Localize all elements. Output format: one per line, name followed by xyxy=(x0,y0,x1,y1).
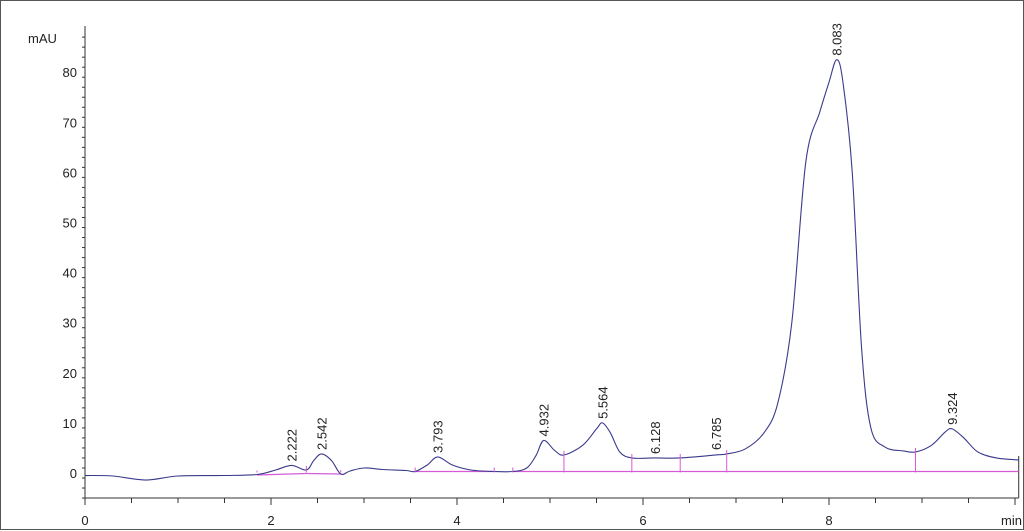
x-tick-label: 4 xyxy=(453,513,460,528)
y-tick-label: 50 xyxy=(63,216,77,231)
peak-label: 4.932 xyxy=(537,404,552,437)
y-tick-label: 40 xyxy=(63,266,77,281)
x-tick-label: 6 xyxy=(639,513,646,528)
peak-delimiters xyxy=(256,447,916,473)
y-tick-label: 30 xyxy=(63,316,77,331)
peak-labels: 2.222 2.542 3.793 4.932 5.564 6.128 6.785 8.083… xyxy=(285,23,960,461)
y-tick-label: 60 xyxy=(63,165,77,180)
y-tick-label: 0 xyxy=(70,466,77,481)
peak-label: 6.128 xyxy=(648,421,663,454)
baseline-segment xyxy=(306,472,341,475)
baseline-segment xyxy=(257,472,307,476)
peak-label: 8.083 xyxy=(830,23,845,56)
x-tick-label: 2 xyxy=(267,513,274,528)
x-tick-label: 8 xyxy=(825,513,832,528)
peak-label: 2.542 xyxy=(314,417,329,450)
peak-label: 9.324 xyxy=(945,392,960,425)
baselines xyxy=(257,470,1019,476)
y-tick-label: 70 xyxy=(63,115,77,130)
peak-label: 6.785 xyxy=(709,417,724,450)
peak-label: 3.793 xyxy=(431,420,446,453)
x-tick-label: 0 xyxy=(81,513,88,528)
y-tick-label: 80 xyxy=(63,65,77,80)
y-tick-label: 20 xyxy=(63,366,77,381)
peak-label: 2.222 xyxy=(285,429,300,462)
peak-label: 5.564 xyxy=(595,386,610,419)
signal-trace xyxy=(84,59,1019,481)
y-axis-label: mAU xyxy=(28,31,57,46)
x-axis-label: min xyxy=(1001,513,1022,528)
y-tick-label: 10 xyxy=(63,416,77,431)
axes: 0 10 20 30 40 50 60 70 80 0 2 4 6 8 xyxy=(63,26,1020,528)
